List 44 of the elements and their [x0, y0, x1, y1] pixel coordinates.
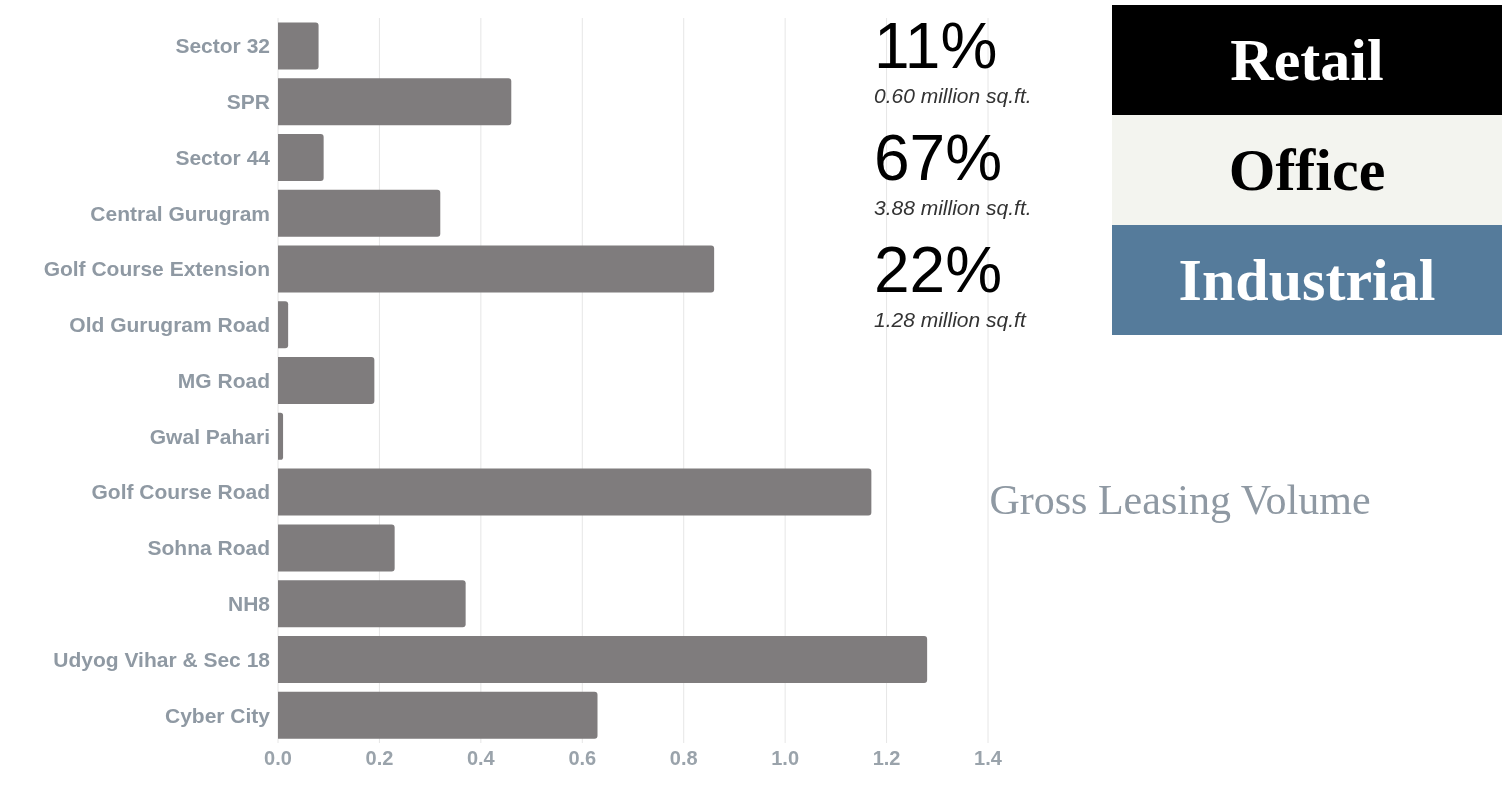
y-tick-label: Golf Course Extension [43, 257, 270, 281]
bar [278, 78, 512, 126]
x-tick-label: 1.2 [872, 747, 901, 770]
text: Industrial [1112, 225, 1502, 335]
x-tick-label: 0.4 [466, 747, 496, 770]
x-tick-label: 0.0 [264, 747, 292, 770]
x-tick-label: 0.2 [365, 747, 394, 770]
y-tick-label: Udyog Vihar & Sec 18 [53, 647, 271, 671]
text: Retail [1112, 5, 1502, 115]
y-tick-label: Sector 32 [175, 34, 270, 58]
y-tick-label: NH8 [227, 592, 271, 616]
annotation: 67% [874, 121, 1004, 196]
x-tick-label: 1.0 [771, 747, 800, 770]
x-tick-label: 0.8 [669, 747, 698, 770]
annotation: 3.88 million sq.ft. [874, 196, 1033, 220]
y-tick-label: Old Gurugram Road [69, 313, 270, 337]
text: Office [1112, 115, 1502, 225]
y-tick-label: Sohna Road [147, 536, 270, 560]
y-tick-label: SPR [226, 90, 270, 114]
bar [278, 691, 598, 739]
bar [278, 357, 375, 405]
annotation: 1.28 million sq.ft [874, 308, 1028, 332]
bar [278, 580, 466, 628]
bar [278, 468, 872, 516]
bar [278, 189, 441, 237]
y-tick-label: MG Road [177, 368, 270, 392]
y-tick-label: Golf Course Road [91, 480, 270, 504]
annotation: 0.60 million sq.ft. [874, 84, 1033, 108]
bar [278, 134, 324, 181]
x-tick-label: 0.6 [568, 747, 597, 770]
bar [278, 301, 289, 349]
bar [278, 245, 715, 293]
bar [278, 22, 319, 70]
y-tick-label: Sector 44 [175, 145, 271, 169]
bar [278, 412, 284, 460]
annotation: 22% [874, 233, 1004, 308]
annotation: 11% [874, 9, 999, 84]
y-tick-label: Central Gurugram [90, 201, 270, 225]
y-tick-label: Gwal Pahari [149, 424, 270, 448]
y-tick-label: Cyber City [164, 703, 271, 727]
text: Gross Leasing Volume [988, 476, 1372, 524]
x-tick-label: 1.4 [974, 747, 1003, 770]
bar [278, 524, 395, 572]
bar [278, 635, 928, 683]
